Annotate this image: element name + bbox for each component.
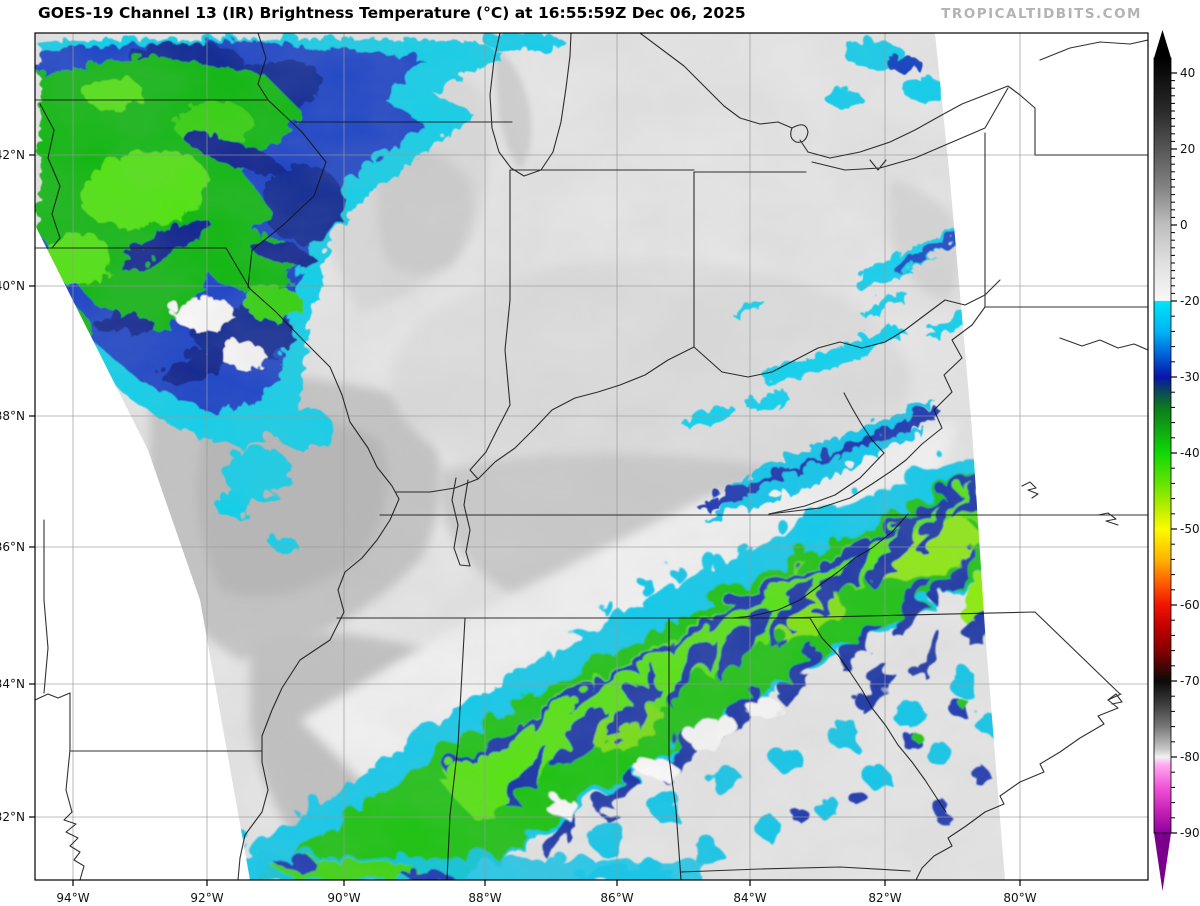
border-il-in-wabash xyxy=(469,169,511,480)
lake-erie xyxy=(807,85,1036,171)
colorbar-tick-label: -30 xyxy=(1180,370,1200,384)
border-tn-nc xyxy=(731,513,909,619)
x-axis-label: 86°W xyxy=(600,891,633,905)
y-axis-label: 40°N xyxy=(0,279,25,293)
watermark: TROPICALTIDBITS.COM xyxy=(941,6,1142,22)
colorbar-gradient xyxy=(1153,57,1172,834)
colorbar-tick-label: -90 xyxy=(1180,826,1200,840)
colorbar-tick-label: 20 xyxy=(1180,142,1195,156)
border-nc-sc xyxy=(781,611,1121,695)
colorbar-tick-label: 0 xyxy=(1180,218,1188,232)
x-axis-label: 90°W xyxy=(327,891,360,905)
lake-st-clair xyxy=(790,124,809,153)
page-title: GOES-19 Channel 13 (IR) Brightness Tempe… xyxy=(38,4,746,22)
axis-labels: 94°W 92°W 90°W 88°W 86°W 84°W 82°W 80°W 42°N 40°N… xyxy=(0,148,1037,905)
colorbar-tick-label: -20 xyxy=(1180,294,1200,308)
border-ga-fl xyxy=(680,866,911,873)
border-ms-al xyxy=(446,617,466,880)
colorbar-tick-label: 40 xyxy=(1180,66,1195,80)
lake-michigan xyxy=(489,33,572,177)
lake-huron-shore xyxy=(639,33,793,129)
y-axis-label: 38°N xyxy=(0,409,25,423)
border-ky-wv-va xyxy=(768,392,885,515)
y-axis-label: 32°N xyxy=(0,810,25,824)
border-ia-mo xyxy=(35,247,250,288)
colorbar-tick-label: -80 xyxy=(1180,750,1200,764)
x-axis-label: 94°W xyxy=(56,891,89,905)
colorbar-ticks: 40 20 0 -20 -30 -40 -50 -60 -70 -80 -90 xyxy=(1171,66,1200,840)
y-axis-label: 34°N xyxy=(0,677,25,691)
colorbar-tick-label: -60 xyxy=(1180,598,1200,612)
x-axis-label: 92°W xyxy=(190,891,223,905)
border-wv-va xyxy=(768,306,986,515)
virginia-lakes xyxy=(1021,481,1123,705)
y-axis-label: 36°N xyxy=(0,540,25,554)
kentucky-lake xyxy=(451,477,471,567)
state-borders xyxy=(35,33,1148,880)
x-axis-label: 84°W xyxy=(733,891,766,905)
lake-ontario-shore xyxy=(1039,39,1148,61)
border-ok-ar xyxy=(43,519,49,694)
x-axis-label: 82°W xyxy=(868,891,901,905)
no-data-wedge-left xyxy=(35,225,250,880)
colorbar-tick-label: -40 xyxy=(1180,446,1200,460)
colorbar-tick-label: -70 xyxy=(1180,674,1200,688)
no-data-wedge-right xyxy=(935,33,1148,880)
satellite-imagery xyxy=(35,33,1148,880)
savannah-river xyxy=(809,617,947,813)
y-axis-label: 42°N xyxy=(0,148,25,162)
border-ga-al xyxy=(668,617,682,880)
mississippi-river xyxy=(237,33,400,880)
map-frame xyxy=(34,32,1149,881)
colorbar: 40 20 0 -20 -30 -40 -50 -60 -70 -80 -90 xyxy=(1153,30,1200,891)
x-axis-label: 88°W xyxy=(468,891,501,905)
colorbar-tick-label: -50 xyxy=(1180,522,1200,536)
ohio-river xyxy=(395,279,1001,493)
atlantic-coast xyxy=(915,693,1122,880)
colorbar-bottom-arrow xyxy=(1154,833,1171,891)
border-tx-la xyxy=(35,692,85,880)
colorbar-top-arrow xyxy=(1154,30,1171,58)
missouri-river xyxy=(39,103,61,249)
potomac-river xyxy=(1059,337,1148,351)
border-ny-pa xyxy=(1034,107,1148,156)
latlon-gridlines xyxy=(35,33,1148,880)
x-axis-label: 80°W xyxy=(1003,891,1036,905)
